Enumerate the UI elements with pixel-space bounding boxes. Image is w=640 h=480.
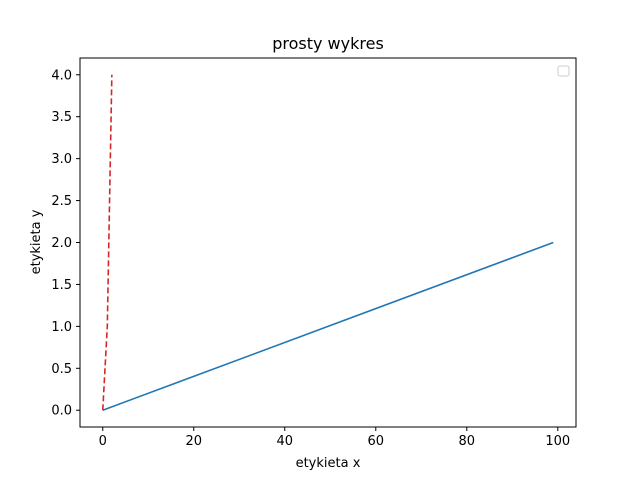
- chart-title: prosty wykres: [272, 34, 384, 53]
- series-line-2: [101, 74, 113, 411]
- y-tick-label: 1.0: [51, 320, 72, 335]
- x-axis-label: etykieta x: [296, 456, 361, 471]
- series-layer: [101, 74, 554, 411]
- axes-frame: [79, 57, 577, 428]
- x-tick-label: 40: [276, 434, 293, 449]
- y-axis-label: etykieta y: [29, 209, 44, 274]
- x-tick-label: 100: [545, 434, 570, 449]
- y-tick-label: 2.0: [51, 236, 72, 251]
- x-tick-label: 60: [368, 434, 385, 449]
- y-tick-label: 3.5: [51, 110, 72, 125]
- x-axis-ticks: 0 20 40 60 80 100: [99, 427, 570, 449]
- y-axis-ticks: 0.0 0.5 1.0 1.5 2.0 2.5 3.0 3.5 4.0: [51, 68, 80, 419]
- series-line-1: [102, 241, 554, 411]
- x-tick-label: 0: [99, 434, 107, 449]
- y-tick-label: 0.5: [51, 362, 72, 377]
- y-tick-label: 1.5: [51, 278, 72, 293]
- y-tick-label: 0.0: [51, 404, 72, 419]
- y-tick-label: 3.0: [51, 152, 72, 167]
- y-tick-label: 2.5: [51, 194, 72, 209]
- y-tick-label: 4.0: [51, 68, 72, 83]
- x-tick-label: 20: [185, 434, 202, 449]
- legend-box: [557, 65, 570, 77]
- x-tick-label: 80: [459, 434, 476, 449]
